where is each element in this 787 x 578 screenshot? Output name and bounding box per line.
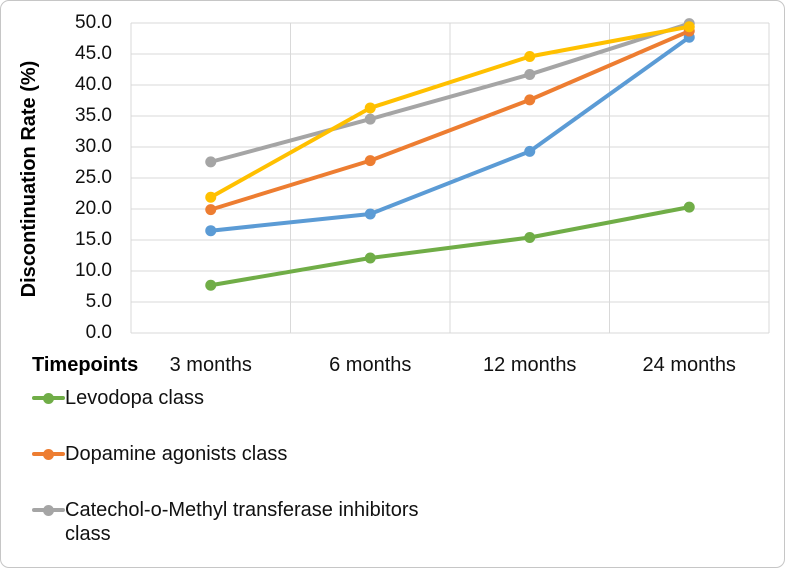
y-tick-label: 10.0: [75, 260, 112, 281]
data-point-marker: [524, 145, 536, 157]
y-tick-label: 25.0: [75, 167, 112, 188]
legend-label: Catechol-o-Methyl transferase inhibitors…: [65, 499, 419, 545]
series-line-3: [208, 24, 692, 200]
legend-label: Dopamine agonists class: [65, 443, 288, 465]
y-tick-label: 45.0: [75, 43, 112, 64]
data-point-marker: [524, 68, 536, 80]
data-point-marker: [205, 156, 217, 168]
legend-item: Levodopa class: [32, 386, 472, 410]
data-point-marker: [683, 21, 695, 33]
legend-dot-icon: [43, 504, 54, 516]
series-line-2: [208, 21, 692, 164]
plot-area: [130, 18, 770, 334]
y-tick-label: 0.0: [85, 322, 112, 343]
y-tick-label: 5.0: [85, 291, 112, 312]
data-point-marker: [364, 102, 376, 114]
legend-item: Dopamine agonists class: [32, 442, 472, 466]
x-category-label: 12 months: [483, 354, 577, 376]
series-line-4: [208, 205, 692, 288]
data-point-marker: [205, 225, 217, 237]
y-tick-label: 15.0: [75, 229, 112, 250]
data-point-marker: [524, 94, 536, 106]
legend-label: Levodopa class: [65, 387, 204, 409]
x-axis-title: Timepoints: [32, 354, 139, 376]
legend-dot-icon: [43, 392, 54, 404]
y-tick-label: 30.0: [75, 136, 112, 157]
data-point-marker: [364, 208, 376, 220]
data-point-marker: [524, 50, 536, 62]
data-point-marker: [205, 191, 217, 203]
data-point-marker: [364, 155, 376, 167]
y-tick-label: 40.0: [75, 74, 112, 95]
y-tick-label: 20.0: [75, 198, 112, 219]
data-point-marker: [205, 279, 217, 291]
x-category-label: 3 months: [169, 354, 252, 376]
x-category-label: 24 months: [642, 354, 736, 376]
data-point-marker: [205, 204, 217, 216]
legend-item: Catechol-o-Methyl transferase inhibitors…: [32, 498, 472, 546]
legend-line-marker-icon: [32, 392, 65, 404]
legend-dot-icon: [43, 448, 54, 460]
series-line-1: [208, 29, 692, 212]
legend-line-marker-icon: [32, 504, 65, 516]
data-point-marker: [364, 113, 376, 125]
y-tick-label: 50.0: [75, 12, 112, 33]
series-line-0: [208, 35, 692, 233]
data-point-marker: [683, 201, 695, 213]
y-tick-label: 35.0: [75, 105, 112, 126]
data-point-marker: [524, 232, 536, 244]
x-category-label: 6 months: [329, 354, 412, 376]
data-point-marker: [364, 252, 376, 264]
legend: Levodopa class Dopamine agonists class Cat…: [32, 386, 472, 578]
legend-line-marker-icon: [32, 448, 65, 460]
